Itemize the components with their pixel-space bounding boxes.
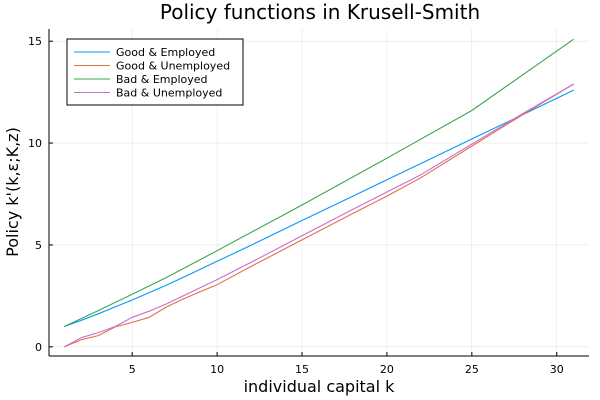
series-line-bad-unemployed [64,83,574,348]
y-tick-label: 0 [35,341,42,354]
gridlines [49,29,589,356]
x-tick-label: 15 [295,363,309,376]
x-tick-label: 30 [550,363,564,376]
y-tick-label: 10 [28,137,42,150]
series-line-good-unemployed [64,83,574,348]
y-tick-label: 5 [35,239,42,252]
y-axis-label: Policy k'(k,ε;K,z) [3,127,22,257]
tick-labels: 5 10 15 20 25 30 0 5 10 15 [28,35,564,376]
x-tick-label: 25 [465,363,479,376]
chart-title: Policy functions in Krusell-Smith [160,0,480,24]
axes [48,29,589,357]
legend-label-good-employed: Good & Employed [116,46,215,59]
x-tick-label: 20 [380,363,394,376]
x-tick-label: 10 [210,363,224,376]
y-tick-label: 15 [28,35,42,48]
x-tick-label: 5 [129,363,136,376]
legend-label-bad-unemployed: Bad & Unemployed [116,87,222,100]
series-layer [64,38,575,348]
legend-label-bad-employed: Bad & Employed [116,73,208,86]
legend-box [66,38,244,106]
series-line-bad-employed [64,38,575,327]
legend-label-good-unemployed: Good & Unemployed [116,60,230,73]
x-axis-label: individual capital k [244,377,396,396]
series-line-good-employed [64,89,574,328]
